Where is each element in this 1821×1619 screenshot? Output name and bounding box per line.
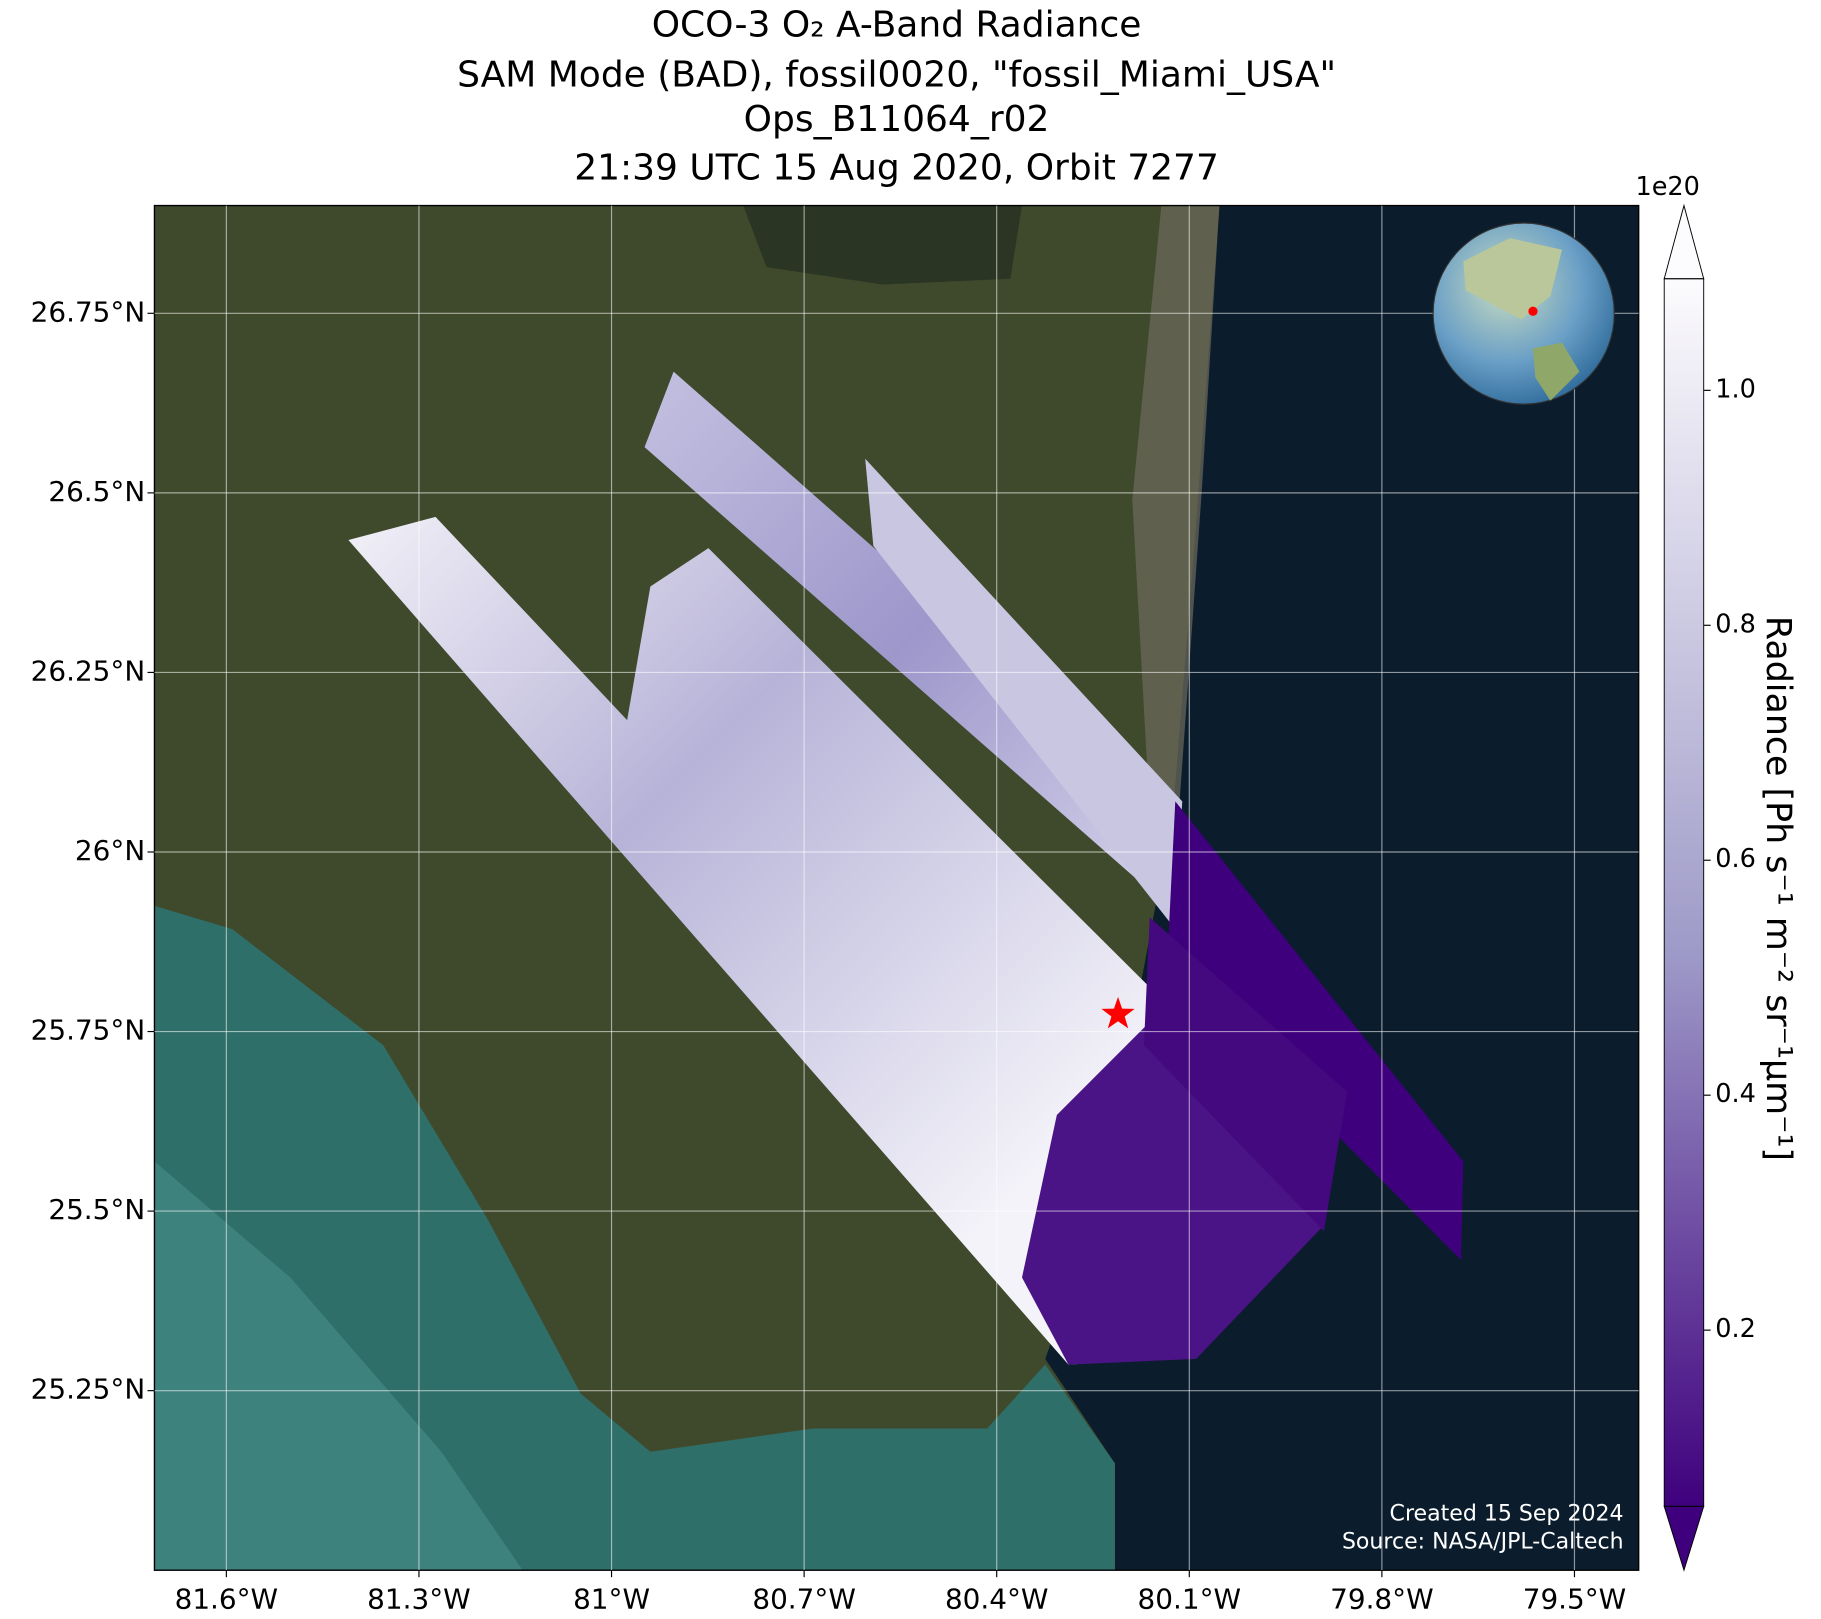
y-tick-label: 25.5°N bbox=[48, 1193, 145, 1226]
colorbar-tick-label: 0.2 bbox=[1715, 1314, 1756, 1344]
credit: Source: NASA/JPL-Caltech bbox=[1342, 1529, 1624, 1554]
x-tick-label: 81.6°W bbox=[175, 1582, 279, 1615]
colorbar-tick-label: 0.4 bbox=[1715, 1079, 1756, 1109]
swath bbox=[1167, 801, 1464, 1261]
x-tick-label: 79.5°W bbox=[1523, 1582, 1627, 1615]
y-tick-label: 26.75°N bbox=[31, 295, 146, 328]
x-tick-label: 79.8°W bbox=[1330, 1582, 1434, 1615]
x-tick-label: 80.4°W bbox=[945, 1582, 1049, 1615]
swath bbox=[865, 458, 1183, 930]
globe-land bbox=[1463, 238, 1563, 320]
colorbar-label: Radiance [Ph s⁻¹ m⁻² sr⁻¹μm⁻¹] bbox=[1758, 616, 1798, 1161]
chart-title: OCO-3 O₂ A-Band Radiance bbox=[652, 5, 1142, 46]
globe-target bbox=[1528, 306, 1538, 316]
y-tick-label: 26.5°N bbox=[48, 475, 145, 508]
swath bbox=[644, 371, 1176, 906]
colorbar-tick-label: 1.0 bbox=[1715, 374, 1756, 404]
colorbar-frame bbox=[1663, 278, 1705, 1507]
x-tick-label: 80.7°W bbox=[752, 1582, 856, 1615]
colorbar-tick-label: 0.8 bbox=[1715, 609, 1756, 639]
x-tick-label: 80.1°W bbox=[1138, 1582, 1242, 1615]
colorbar-tick-label: 0.6 bbox=[1715, 844, 1756, 874]
urban bbox=[1132, 205, 1220, 813]
colorbar-extend bbox=[1663, 1505, 1705, 1572]
plot-frame bbox=[153, 204, 1640, 1571]
chart-title: SAM Mode (BAD), fossil0020, "fossil_Miam… bbox=[457, 55, 1336, 96]
credit: Created 15 Sep 2024 bbox=[1390, 1501, 1624, 1526]
swath bbox=[1143, 917, 1348, 1232]
chart-title: Ops_B11064_r02 bbox=[744, 99, 1050, 140]
colorbar-extend bbox=[1663, 203, 1705, 280]
target-marker bbox=[1101, 996, 1135, 1029]
y-tick-label: 25.25°N bbox=[31, 1373, 146, 1406]
overlay bbox=[1432, 222, 1615, 405]
shallow-water bbox=[154, 1161, 523, 1571]
x-tick-label: 81°W bbox=[573, 1582, 650, 1615]
globe-land bbox=[1532, 342, 1580, 401]
colorbar bbox=[1664, 278, 1704, 1507]
y-tick-label: 25.75°N bbox=[31, 1014, 146, 1047]
lake bbox=[743, 205, 1022, 285]
x-tick-label: 81.3°W bbox=[367, 1582, 471, 1615]
grid bbox=[154, 205, 1639, 1571]
y-tick-label: 26°N bbox=[75, 834, 145, 867]
chart-title: 21:39 UTC 15 Aug 2020, Orbit 7277 bbox=[574, 148, 1219, 189]
y-tick-label: 26.25°N bbox=[31, 654, 146, 687]
map bbox=[154, 205, 1639, 1571]
colorbar-offset: 1e20 bbox=[1635, 172, 1699, 202]
swath bbox=[348, 516, 1191, 1365]
